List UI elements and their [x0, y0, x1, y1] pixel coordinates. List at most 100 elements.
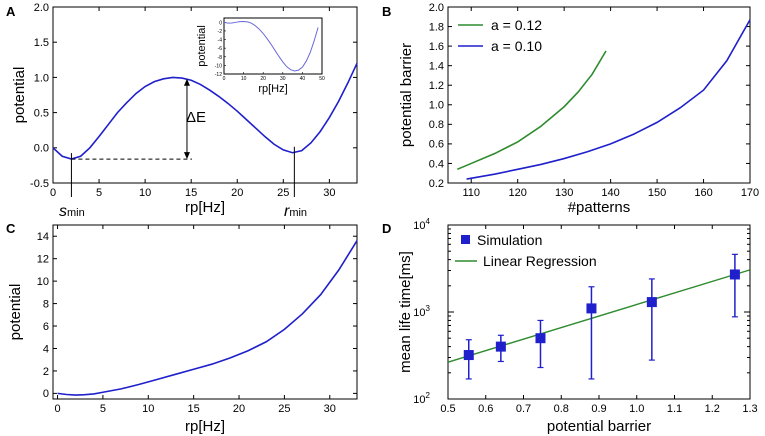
panel-a-ytick-label: 1.0 [34, 72, 49, 84]
inset-ytick-label: -10 [215, 63, 222, 69]
simulation-point [535, 333, 546, 344]
panel-c-xtick-label: 20 [233, 403, 245, 415]
panel-d-regression-line [447, 269, 751, 363]
panel-d-xtick-label: 0.5 [440, 403, 455, 415]
panel-d-letter: D [382, 221, 391, 236]
panel-c-ytick-label: 2 [43, 366, 49, 378]
simulation-point [586, 303, 597, 314]
panel-a-letter: A [6, 4, 16, 19]
panel-a-y-label: potential [11, 67, 28, 124]
panel-c-xtick-label: 15 [188, 403, 200, 415]
panel-c-ytick-label: 4 [43, 343, 49, 355]
panel-b-ticks: 110 120 130 140 150 160 170 0.2 0.4 0.6 0.8 1.0 1.2 1… [429, 2, 759, 199]
panel-b-ytick-label: 1.0 [429, 100, 444, 112]
inset-ticks: 0 10 20 30 40 50 0 -2 -4 -6 -8 -10 -12 [215, 20, 325, 82]
inset-xtick-label: 0 [223, 76, 226, 82]
panel-c-xtick-label: 5 [100, 403, 106, 415]
simulation-point [463, 350, 474, 361]
inset-xtick-label: 10 [241, 76, 247, 82]
panel-a-xtick-label: 15 [185, 187, 197, 199]
panel-d-ytick-label: 103 [413, 304, 430, 319]
panel-a-delta-e-label: ΔE [186, 109, 206, 126]
panel-a-arrowhead-bottom [183, 152, 190, 160]
panel-b-frame [447, 6, 751, 184]
simulation-point [646, 297, 657, 308]
panel-b: B 110 120 130 140 150 160 170 0.2 0.4 0.6 0.8 1.0 1.… [382, 2, 759, 216]
panel-b-xtick-label: 130 [555, 187, 573, 199]
simulation-point [495, 341, 506, 352]
panel-d: D 0.5 0.6 0.7 0.8 0.9 1.0 1.1 1.2 1.3 102 103 104 S… [382, 217, 758, 435]
panel-a-xtick-label: 10 [139, 187, 151, 199]
panel-a-smin-label: smin [59, 203, 85, 220]
panel-c-xtick-label: 25 [278, 403, 290, 415]
legend-simulation-label: Simulation [477, 232, 542, 248]
panel-a-inset: 0 10 20 30 40 50 0 -2 -4 -6 -8 -10 -12 potential rp[… [196, 17, 325, 95]
panel-b-ytick-label: 1.6 [429, 41, 444, 53]
panel-a-potential-line [52, 62, 358, 160]
inset-xtick-label: 40 [300, 76, 306, 82]
panel-b-xtick-label: 160 [694, 187, 712, 199]
inset-x-label: rp[Hz] [258, 83, 287, 95]
panel-b-ytick-label: 1.4 [429, 61, 444, 73]
panel-d-x-label: potential barrier [547, 418, 651, 435]
panel-a-frame [52, 6, 358, 184]
panel-b-ytick-label: 1.2 [429, 80, 444, 92]
panel-d-ytick-label: 104 [413, 217, 430, 232]
inset-ytick-label: 0 [219, 20, 222, 26]
panel-b-ytick-label: 2.0 [429, 2, 444, 14]
panel-a-arrowhead-top [183, 78, 190, 86]
panel-d-ticks: 0.5 0.6 0.7 0.8 0.9 1.0 1.1 1.2 1.3 102 103 104 [413, 217, 757, 415]
panel-a-ytick-label: 0.5 [34, 107, 49, 119]
inset-ytick-label: -8 [218, 55, 223, 61]
panel-b-ytick-label: 1.8 [429, 21, 444, 33]
panel-a-xtick-label: 20 [231, 187, 243, 199]
panel-c-y-label: potential [7, 284, 24, 341]
panel-d-y-label: mean life time[ms] [397, 251, 414, 373]
inset-y-label: potential [196, 25, 208, 67]
panel-c-xtick-label: 10 [142, 403, 154, 415]
panel-b-ytick-label: 0.4 [429, 158, 444, 170]
panel-b-ytick-label: 0.2 [429, 178, 444, 190]
panel-c-frame [52, 224, 358, 400]
panel-c-ytick-label: 14 [37, 231, 49, 243]
panel-c-potential-line [57, 240, 358, 396]
inset-xtick-label: 30 [280, 76, 286, 82]
panel-a-xtick-label: 5 [96, 187, 102, 199]
panel-b-ytick-label: 0.6 [429, 139, 444, 151]
panel-a-rmin-label: rmin [284, 203, 307, 220]
panel-d-xtick-label: 0.6 [478, 403, 493, 415]
panel-a-ytick-label: -0.5 [30, 178, 49, 190]
panel-d-xtick-label: 0.7 [516, 403, 531, 415]
panel-c-xtick-label: 30 [324, 403, 336, 415]
panel-a: A 0 5 10 15 20 25 30 -0.5 0.0 0.5 1.0 1.5 2.0 ΔE smi… [6, 2, 358, 220]
legend-regression-label: Linear Regression [483, 253, 597, 269]
panel-d-xtick-label: 1.3 [742, 403, 757, 415]
legend-simulation-swatch [461, 235, 470, 244]
panel-c-ytick-label: 8 [43, 298, 49, 310]
panel-d-xtick-label: 1.2 [705, 403, 720, 415]
inset-xtick-label: 50 [319, 76, 325, 82]
inset-frame [223, 17, 323, 75]
panel-c-x-label: rp[Hz] [185, 418, 225, 435]
panel-d-legend: Simulation Linear Regression [455, 232, 597, 269]
panel-b-legend: a = 0.12 a = 0.10 [458, 17, 542, 54]
panel-d-ytick-label: 102 [413, 391, 430, 406]
panel-c-ticks: 0 5 10 15 20 25 30 0 2 4 6 8 10 12 14 [37, 225, 357, 415]
panel-b-series-a010-line [466, 19, 751, 180]
panel-a-ytick-label: 0.0 [34, 143, 49, 155]
panel-d-xtick-label: 1.0 [629, 403, 644, 415]
panel-a-ytick-label: 1.5 [34, 37, 49, 49]
panel-b-letter: B [382, 4, 391, 19]
panel-a-xtick-label: 0 [50, 187, 56, 199]
panel-c-ytick-label: 0 [43, 388, 49, 400]
panel-d-xtick-label: 0.8 [554, 403, 569, 415]
panel-d-xtick-label: 0.9 [591, 403, 606, 415]
panel-b-xtick-label: 110 [462, 187, 480, 199]
panel-b-y-label: potential barrier [398, 43, 415, 147]
inset-ytick-label: -2 [218, 29, 223, 35]
panel-c-ytick-label: 12 [37, 254, 49, 266]
panel-b-xtick-label: 170 [741, 187, 759, 199]
panel-c-ytick-label: 10 [37, 276, 49, 288]
panel-b-xtick-label: 120 [509, 187, 527, 199]
panel-c-xtick-label: 0 [54, 403, 60, 415]
